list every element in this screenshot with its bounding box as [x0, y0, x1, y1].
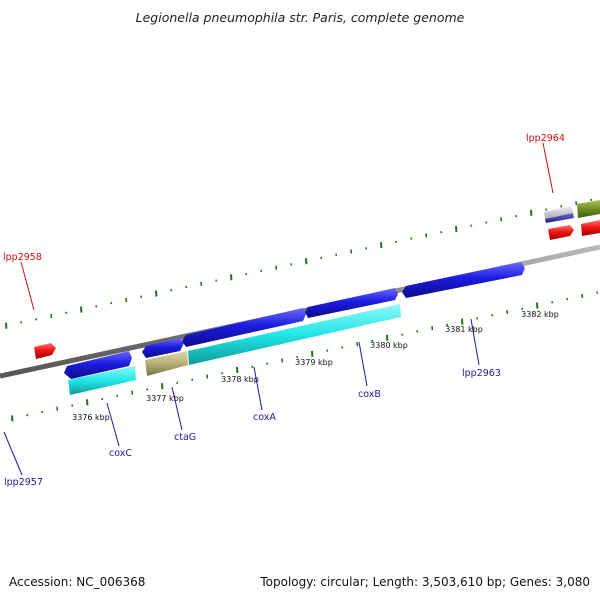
gene-coxC-arrow — [64, 351, 132, 379]
gene-ctaG-tan — [145, 351, 188, 376]
scale-label: 3378 kbp — [221, 375, 259, 384]
gene-labels: lpp2958 lpp2964 lpp2957 coxC ctaG coxA c… — [3, 133, 565, 488]
gene-label-lpp2957: lpp2957 — [4, 477, 43, 488]
leader-coxC — [106, 402, 120, 447]
scale-label: 3381 kbp — [445, 325, 483, 334]
gene-ctaG-arrow — [142, 338, 184, 358]
gene-red-right-arrow — [581, 220, 600, 236]
gene-coxA-arrow — [182, 308, 306, 347]
map-title: Legionella pneumophila str. Paris, compl… — [136, 10, 465, 25]
feature-olive-block — [577, 200, 600, 218]
footer-accession: Accession: NC_006368 — [9, 575, 145, 589]
outer-strand-genes — [34, 220, 600, 379]
scale-label: 3379 kbp — [295, 358, 333, 367]
footer-topology: Topology: circular; Length: 3,503,610 bp… — [259, 575, 590, 589]
gene-label-lpp2958: lpp2958 — [3, 252, 42, 263]
leader-ctaG — [171, 386, 183, 431]
scale-label: 3376 kbp — [72, 413, 110, 422]
feature-grey-block — [544, 206, 573, 219]
scale-label: 3377 kbp — [146, 394, 184, 403]
leader-lines — [3, 142, 554, 476]
gene-coxB-arrow — [305, 288, 398, 318]
gene-lpp2964-arrow — [548, 225, 574, 240]
gene-coxC-cyan — [68, 366, 136, 395]
leader-lpp2964 — [542, 142, 554, 194]
top-right-features — [544, 200, 600, 223]
gene-label-lpp2964: lpp2964 — [526, 133, 565, 144]
leader-lpp2958 — [20, 261, 35, 311]
gene-label-coxB: coxB — [358, 389, 381, 400]
gene-label-lpp2963: lpp2963 — [462, 368, 501, 379]
gene-lpp2958-arrow — [34, 343, 56, 359]
gene-label-coxC: coxC — [109, 448, 132, 459]
gene-lpp2963-arrow — [402, 262, 525, 298]
tick-row-inner — [11, 291, 599, 422]
leader-lpp2963 — [470, 318, 480, 366]
gene-label-coxA: coxA — [253, 412, 276, 423]
scale-label: 3382 kbp — [521, 310, 559, 319]
leader-coxA — [253, 366, 263, 411]
feature-navy-block — [545, 213, 574, 223]
gene-label-ctaG: ctaG — [174, 432, 196, 443]
tick-row-outer — [5, 198, 593, 329]
inner-strand-genes — [68, 304, 401, 395]
gene-coxA-cyan — [188, 304, 401, 365]
scale-labels: 3376 kbp 3377 kbp 3378 kbp 3379 kbp 3380… — [72, 310, 559, 422]
leader-lpp2957 — [3, 431, 23, 476]
scale-label: 3380 kbp — [370, 341, 408, 350]
leader-coxB — [358, 341, 368, 387]
